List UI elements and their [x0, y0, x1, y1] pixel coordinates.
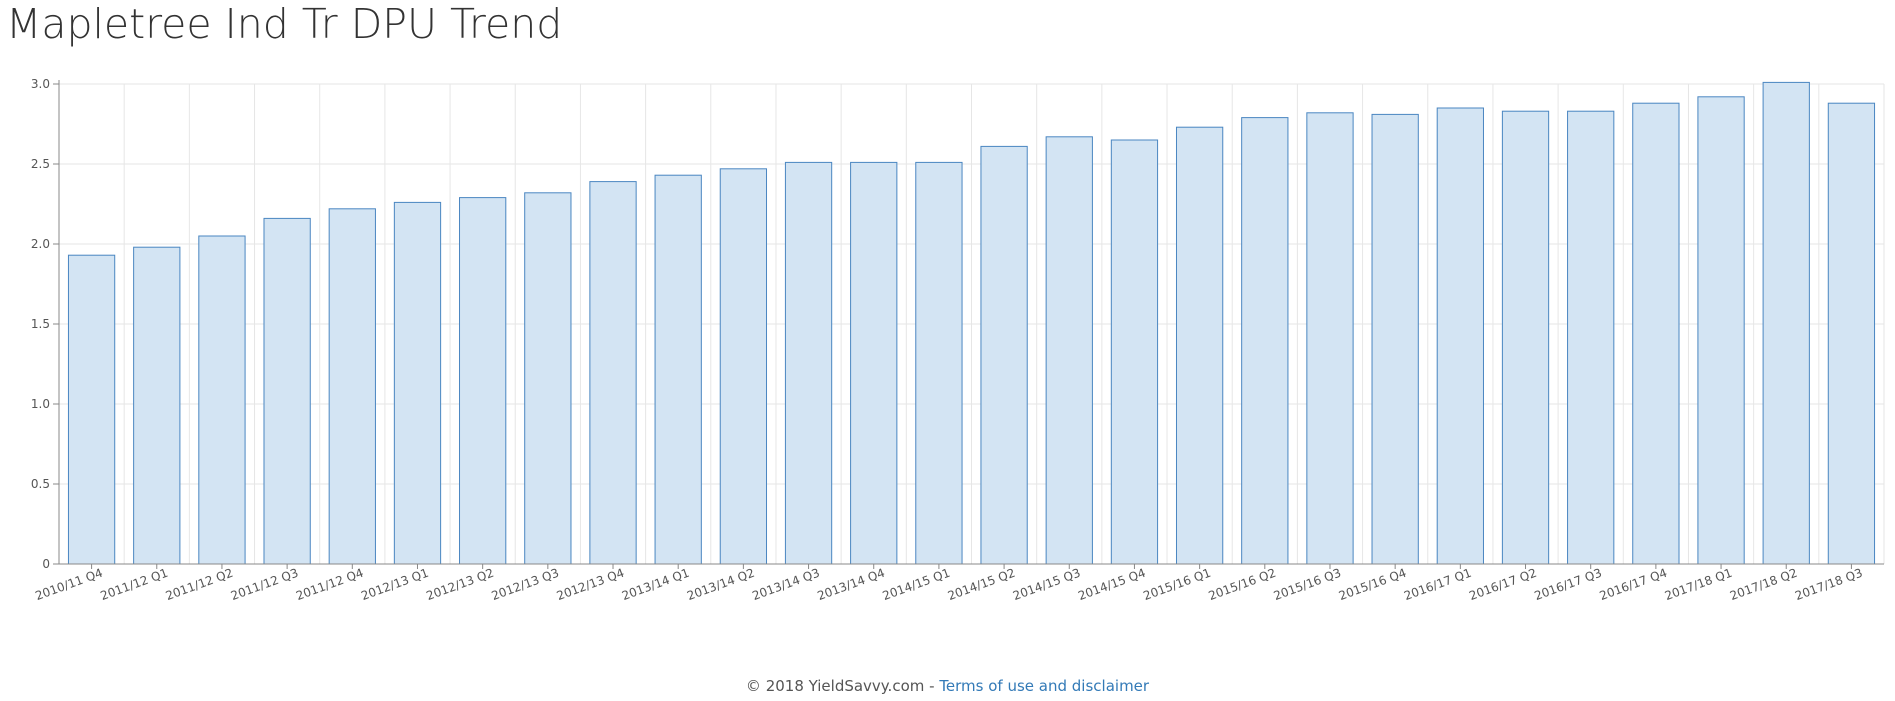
bar	[719, 168, 768, 565]
x-tick-label: 2012/13 Q1	[359, 566, 430, 603]
bar	[1762, 81, 1810, 565]
y-tick-label: 0	[42, 557, 50, 571]
y-tick-label: 1.0	[31, 397, 50, 411]
x-tick-label: 2011/12 Q1	[99, 566, 170, 603]
bar	[1632, 102, 1680, 565]
footer-copyright: © 2018 YieldSavvy.com	[745, 677, 925, 695]
x-tick-label: 2012/13 Q4	[555, 566, 626, 603]
bar	[850, 161, 898, 565]
bar	[1567, 110, 1615, 565]
y-tick-label: 2.5	[31, 157, 50, 171]
x-tick-label: 2016/17 Q4	[1598, 566, 1669, 603]
x-tick-label: 2016/17 Q1	[1402, 566, 1473, 603]
x-tick-label: 2014/15 Q3	[1011, 566, 1082, 603]
bar	[589, 181, 637, 565]
footer: © 2018 YieldSavvy.com - Terms of use and…	[0, 677, 1895, 695]
bar	[1436, 107, 1484, 565]
bar	[654, 174, 702, 565]
bar	[328, 208, 376, 565]
bar	[393, 201, 442, 565]
bar	[1697, 96, 1745, 565]
chart-axes	[58, 80, 1884, 565]
bar	[1175, 126, 1224, 565]
y-tick-label: 0.5	[31, 477, 50, 491]
x-tick-label: 2017/18 Q1	[1663, 566, 1734, 603]
bar	[133, 246, 181, 565]
bar	[198, 235, 246, 565]
bar	[67, 254, 116, 565]
chart-bars	[67, 81, 1876, 565]
x-tick-label: 2017/18 Q3	[1793, 566, 1864, 603]
y-tick-label: 1.5	[31, 317, 50, 331]
footer-separator: -	[924, 677, 940, 695]
x-tick-label: 2014/15 Q2	[946, 566, 1017, 603]
bar	[1371, 113, 1419, 565]
x-tick-label: 2015/16 Q2	[1207, 566, 1278, 603]
y-axis-ticks: 0 0.5 1.0 1.5 2.0 2.5 3.0	[31, 77, 59, 571]
bar	[1827, 102, 1876, 565]
bar	[915, 161, 963, 565]
x-tick-label: 2013/14 Q4	[815, 566, 886, 603]
x-tick-label: 2011/12 Q4	[294, 566, 365, 603]
x-tick-label: 2011/12 Q3	[229, 566, 300, 603]
x-tick-label: 2014/15 Q1	[881, 566, 952, 603]
bar	[1241, 117, 1289, 565]
x-tick-label: 2016/17 Q2	[1467, 566, 1538, 603]
x-tick-label: 2010/11 Q4	[33, 566, 104, 603]
x-tick-label: 2012/13 Q3	[490, 566, 561, 603]
x-tick-label: 2015/16 Q4	[1337, 566, 1408, 603]
bar	[784, 161, 833, 565]
x-tick-label: 2013/14 Q1	[620, 566, 691, 603]
y-tick-label: 2.0	[31, 237, 50, 251]
bar	[263, 217, 311, 565]
terms-link[interactable]: Terms of use and disclaimer	[939, 677, 1150, 695]
x-tick-label: 2013/14 Q2	[685, 566, 756, 603]
x-tick-label: 2015/16 Q1	[1141, 566, 1212, 603]
page-title: Mapletree Ind Tr DPU Trend	[6, 0, 563, 48]
bar	[459, 197, 507, 565]
bar	[1306, 112, 1354, 565]
x-tick-label: 2011/12 Q2	[164, 566, 235, 603]
bar	[1501, 110, 1550, 565]
x-tick-label: 2016/17 Q3	[1532, 566, 1603, 603]
bar	[980, 145, 1028, 565]
bar	[1045, 136, 1093, 565]
x-tick-label: 2012/13 Q2	[424, 566, 495, 603]
x-tick-label: 2017/18 Q2	[1728, 566, 1799, 603]
y-tick-label: 3.0	[31, 77, 50, 91]
bar	[524, 192, 572, 565]
x-tick-label: 2013/14 Q3	[750, 566, 821, 603]
x-tick-label: 2014/15 Q4	[1076, 566, 1147, 603]
x-tick-label: 2015/16 Q3	[1272, 566, 1343, 603]
bar	[1110, 139, 1159, 565]
